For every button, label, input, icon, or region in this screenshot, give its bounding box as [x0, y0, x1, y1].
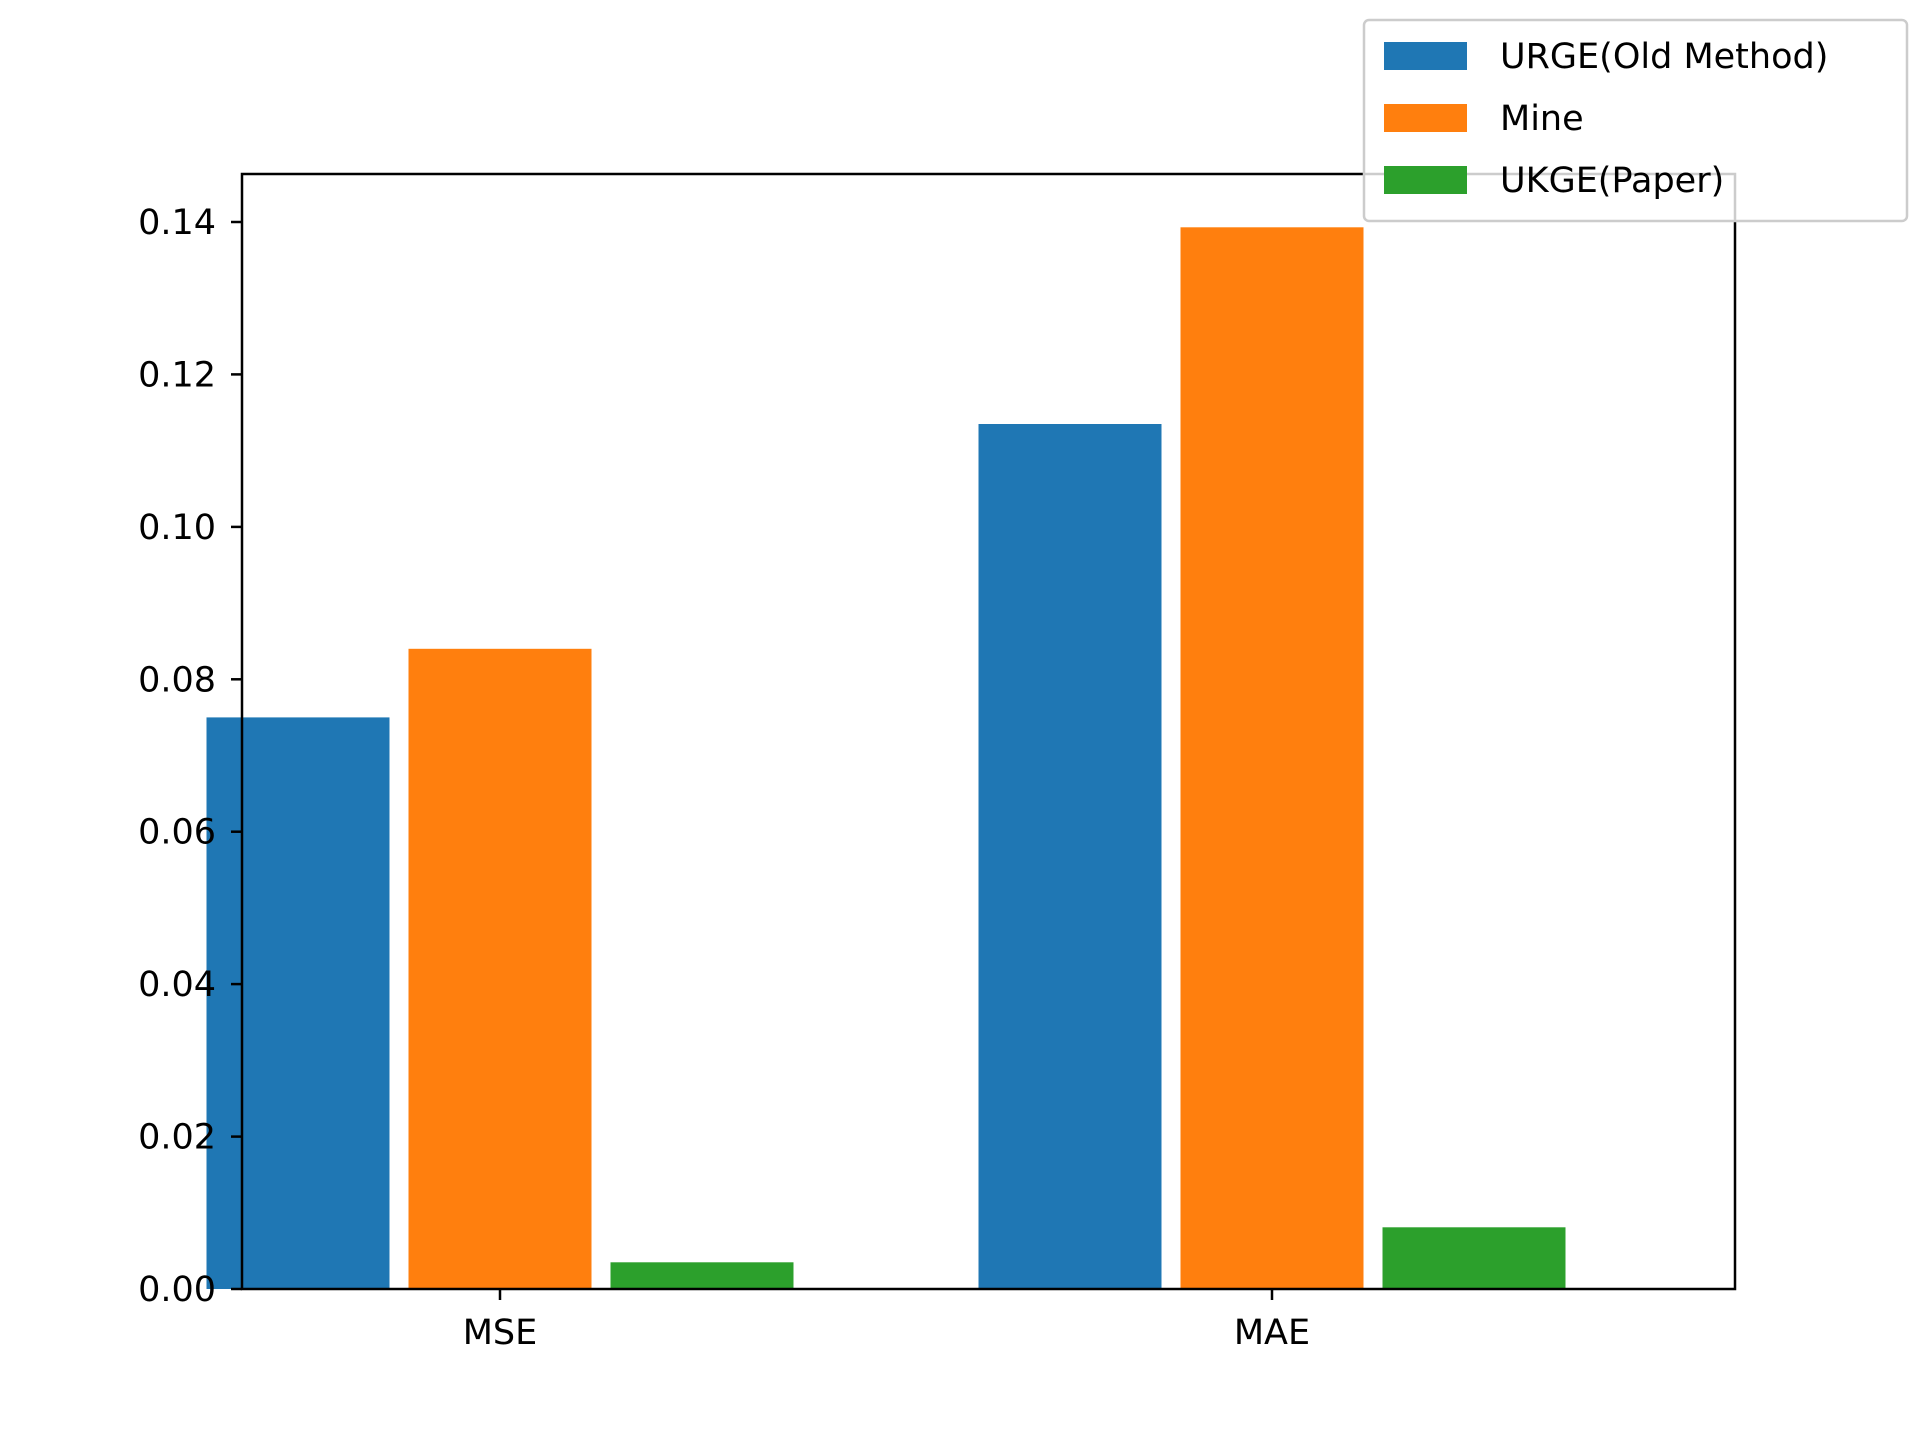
bar-mine-mse: [408, 648, 592, 1289]
legend-label: Mine: [1500, 99, 1584, 139]
y-tick-label: 0.02: [138, 1118, 216, 1158]
y-tick-label: 0.06: [138, 813, 216, 853]
legend-box: [1362, 18, 1909, 223]
x-tick-label: MAE: [1234, 1313, 1310, 1353]
legend: URGE(Old Method) Mine UKGE(Paper): [1362, 18, 1909, 223]
bar-ukge-paper-mae: [1382, 1227, 1566, 1289]
axes-frame: [240, 172, 1737, 1291]
y-tick-label: 0.00: [138, 1270, 216, 1310]
bars-layer: [206, 227, 1566, 1289]
legend-swatch: [1384, 42, 1467, 70]
y-tick-label: 0.12: [138, 355, 216, 395]
bar-urge-old-method-mse: [206, 717, 390, 1289]
y-tick-label: 0.10: [138, 508, 216, 548]
bar-mine-mae: [1180, 227, 1364, 1289]
bar-ukge-paper-mse: [610, 1262, 794, 1289]
bar-urge-old-method-mae: [978, 424, 1162, 1289]
x-tick-label: MSE: [463, 1313, 538, 1353]
y-tick-label: 0.14: [138, 203, 216, 243]
legend-label: URGE(Old Method): [1500, 37, 1828, 77]
y-tick-label: 0.08: [138, 660, 216, 700]
legend-swatch: [1384, 104, 1467, 132]
axes-layer: 0.00 0.02 0.04 0.06 0.08 0.10 0.12 0.14 MSE MAE: [138, 172, 1737, 1353]
y-tick-label: 0.04: [138, 965, 216, 1005]
legend-label: UKGE(Paper): [1500, 161, 1724, 201]
legend-swatch: [1384, 166, 1467, 194]
